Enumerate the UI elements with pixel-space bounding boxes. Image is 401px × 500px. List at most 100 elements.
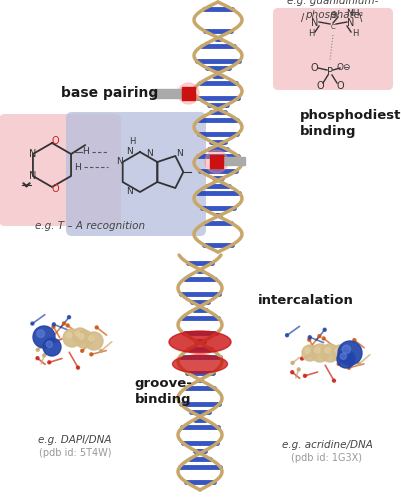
Circle shape (79, 334, 84, 339)
Circle shape (72, 328, 88, 344)
Circle shape (324, 348, 329, 353)
Bar (152, 89, 182, 98)
Text: e.g. DAPI/DNA: e.g. DAPI/DNA (38, 435, 111, 445)
Circle shape (346, 366, 350, 370)
Circle shape (52, 326, 55, 328)
Text: phosphodiester
binding: phosphodiester binding (299, 110, 401, 138)
Circle shape (332, 379, 335, 382)
Circle shape (99, 350, 102, 352)
Circle shape (31, 322, 34, 325)
Circle shape (67, 332, 72, 338)
Circle shape (307, 338, 310, 341)
Circle shape (37, 330, 45, 338)
Circle shape (339, 353, 346, 360)
Circle shape (52, 323, 55, 326)
Bar (223, 157, 244, 165)
Circle shape (331, 345, 347, 361)
Circle shape (75, 330, 93, 348)
Circle shape (81, 350, 83, 352)
Text: e.g. guanidinium-
phosphate: e.g. guanidinium- phosphate (287, 0, 378, 20)
Circle shape (296, 368, 300, 371)
Text: H: H (307, 30, 314, 38)
Ellipse shape (172, 355, 227, 373)
FancyBboxPatch shape (66, 112, 205, 236)
Circle shape (66, 324, 69, 327)
Circle shape (301, 345, 317, 361)
Text: N: N (29, 171, 36, 181)
Circle shape (317, 334, 320, 338)
Circle shape (63, 329, 81, 347)
Circle shape (303, 374, 306, 378)
Text: N: N (176, 150, 182, 158)
Ellipse shape (178, 83, 198, 104)
Circle shape (62, 322, 65, 325)
Circle shape (36, 356, 39, 360)
Circle shape (43, 354, 46, 357)
Text: N: N (346, 18, 354, 28)
Text: N: N (29, 149, 36, 159)
Circle shape (336, 350, 354, 368)
Text: H: H (75, 162, 81, 172)
Circle shape (310, 344, 328, 362)
Circle shape (352, 338, 355, 342)
Text: O: O (335, 81, 343, 91)
Circle shape (308, 336, 310, 338)
Text: e.g. T – A recognition: e.g. T – A recognition (35, 221, 145, 231)
Text: P: P (326, 67, 332, 77)
Circle shape (48, 361, 51, 364)
Text: O: O (51, 184, 59, 194)
Text: N: N (126, 148, 133, 156)
Text: C: C (330, 24, 334, 30)
Circle shape (304, 348, 309, 353)
Circle shape (76, 366, 79, 369)
Text: N: N (146, 148, 153, 158)
Circle shape (285, 334, 288, 336)
Circle shape (341, 345, 350, 354)
Text: H: H (83, 148, 89, 156)
Circle shape (89, 353, 93, 356)
Text: base pairing: base pairing (61, 86, 158, 100)
Ellipse shape (168, 331, 231, 353)
Circle shape (95, 326, 98, 329)
Text: H: H (128, 138, 135, 146)
Text: intercalation: intercalation (257, 294, 353, 306)
Text: N: N (126, 188, 133, 196)
Circle shape (336, 362, 339, 366)
Circle shape (290, 370, 293, 374)
Circle shape (320, 344, 338, 362)
Text: NH₂: NH₂ (345, 10, 362, 18)
Text: N: N (310, 18, 318, 28)
Circle shape (300, 357, 303, 360)
Text: H: H (351, 30, 357, 38)
Circle shape (36, 348, 39, 352)
Circle shape (45, 344, 47, 347)
Ellipse shape (205, 150, 227, 173)
Circle shape (356, 362, 360, 366)
Text: ⊕: ⊕ (328, 10, 336, 20)
Circle shape (314, 348, 319, 353)
Text: \: \ (358, 13, 362, 23)
Bar (209, 155, 223, 168)
Text: /: / (301, 13, 304, 23)
Text: O: O (310, 63, 317, 73)
Text: e.g. acridine/DNA: e.g. acridine/DNA (281, 440, 371, 450)
Circle shape (321, 337, 324, 340)
Circle shape (290, 362, 293, 364)
Circle shape (46, 341, 52, 347)
Circle shape (85, 332, 103, 350)
Text: (pdb id: 5T4W): (pdb id: 5T4W) (38, 448, 111, 458)
FancyBboxPatch shape (0, 114, 121, 226)
Text: O⊖: O⊖ (336, 64, 350, 72)
Circle shape (75, 331, 80, 336)
Circle shape (337, 341, 361, 365)
Text: groove-
binding: groove- binding (134, 378, 191, 406)
Circle shape (322, 328, 325, 331)
Text: N: N (116, 158, 123, 166)
Circle shape (33, 326, 55, 348)
Circle shape (67, 316, 70, 318)
Circle shape (43, 338, 61, 356)
FancyBboxPatch shape (272, 8, 392, 90)
Circle shape (334, 348, 339, 353)
Circle shape (88, 336, 94, 341)
Bar (182, 87, 194, 100)
